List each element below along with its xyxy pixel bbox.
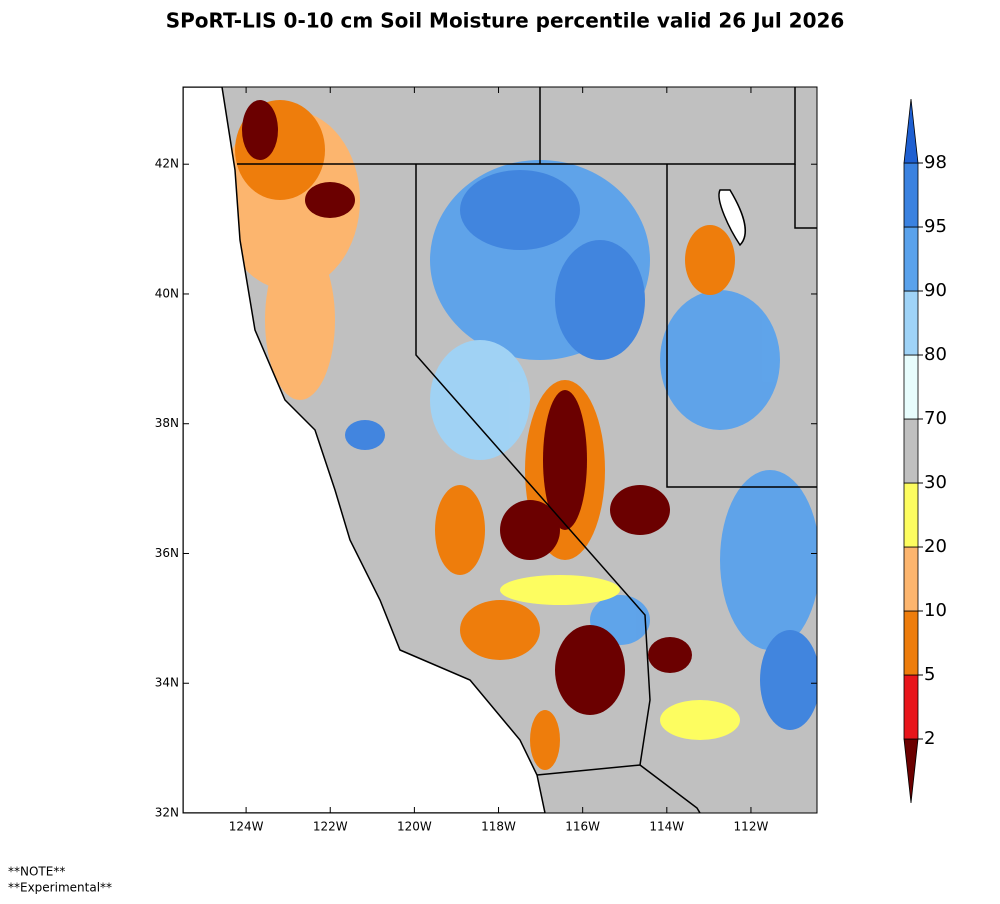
lon-tick-label: 112W <box>734 820 769 834</box>
colorbar-segment <box>903 546 919 612</box>
colorbar-label: 70 <box>924 408 947 429</box>
lon-tick-label: 114W <box>649 820 684 834</box>
map-area <box>183 87 817 813</box>
colorbar-label: 80 <box>924 344 947 365</box>
moisture-area <box>685 225 735 295</box>
moisture-area <box>242 100 278 160</box>
ocean <box>183 87 546 813</box>
colorbar-segment <box>903 738 919 804</box>
moisture-area <box>660 700 740 740</box>
moisture-area <box>460 600 540 660</box>
colorbar-segment <box>903 482 919 548</box>
colorbar-segment <box>903 610 919 676</box>
moisture-area <box>760 630 817 730</box>
moisture-area <box>660 290 780 430</box>
moisture-area <box>500 575 620 605</box>
moisture-area <box>430 340 530 460</box>
dry-areas <box>220 100 740 770</box>
colorbar-segment <box>903 98 919 164</box>
lat-tick-label: 38N <box>155 416 179 430</box>
colorbar-segment <box>903 674 919 740</box>
colorbar-label: 30 <box>924 472 947 493</box>
moisture-area <box>500 500 560 560</box>
moisture-area <box>555 240 645 360</box>
lat-tick-label: 40N <box>155 286 179 300</box>
moisture-area <box>610 485 670 535</box>
lat-tick-label: 36N <box>155 546 179 560</box>
colorbar-label: 20 <box>924 536 947 557</box>
colorbar-segment <box>903 162 919 228</box>
moisture-area <box>648 637 692 673</box>
map-frame <box>182 86 818 814</box>
note: **NOTE** <box>8 865 65 879</box>
colorbar-label: 5 <box>924 664 935 685</box>
moisture-area <box>530 710 560 770</box>
wet-areas <box>345 160 817 730</box>
lat-tick-label: 32N <box>155 806 179 820</box>
map-title: SPoRT-LIS 0-10 cm Soil Moisture percenti… <box>166 9 845 33</box>
colorbar-segment <box>903 290 919 356</box>
lake <box>718 189 746 247</box>
colorbar: 2 5 10 20 30 70 80 90 95 98 <box>903 98 947 804</box>
lon-tick-label: 122W <box>313 820 348 834</box>
moisture-area <box>265 240 335 400</box>
colorbar-segment <box>903 418 919 484</box>
colorbar-segment <box>903 226 919 292</box>
colorbar-label: 98 <box>924 152 947 173</box>
colorbar-label: 2 <box>924 728 935 749</box>
moisture-area <box>305 182 355 218</box>
colorbar-label: 95 <box>924 216 947 237</box>
lat-tick-label: 34N <box>155 676 179 690</box>
lat-tick-label: 42N <box>155 157 179 171</box>
moisture-area <box>720 470 817 650</box>
colorbar-label: 10 <box>924 600 947 621</box>
moisture-area <box>345 420 385 450</box>
lon-tick-label: 118W <box>481 820 516 834</box>
moisture-area <box>555 625 625 715</box>
lon-tick-label: 124W <box>229 820 264 834</box>
moisture-area <box>460 170 580 250</box>
lon-tick-label: 120W <box>397 820 432 834</box>
lon-tick-label: 116W <box>565 820 600 834</box>
state-borders <box>237 87 817 813</box>
moisture-area <box>543 390 587 530</box>
colorbar-label: 90 <box>924 280 947 301</box>
note: **Experimental** <box>8 881 112 895</box>
moisture-area <box>435 485 485 575</box>
colorbar-segment <box>903 354 919 420</box>
